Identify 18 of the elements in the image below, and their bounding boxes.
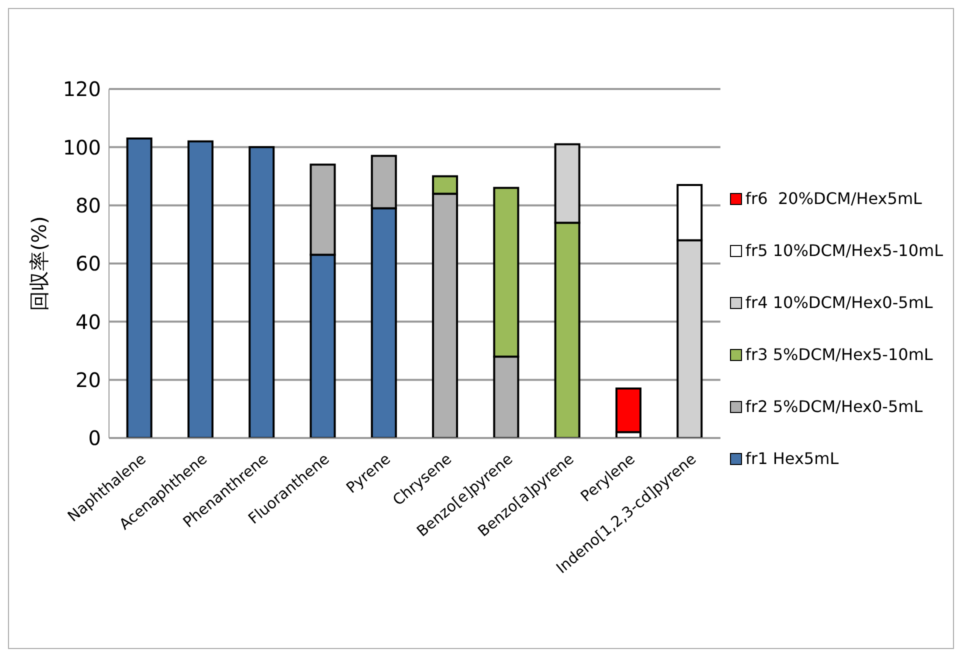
y-tick-label: 40: [76, 310, 101, 334]
legend-label: fr6 20%DCM/Hex5mL: [745, 189, 922, 208]
bar: [615, 388, 642, 434]
legend-label: fr4 10%DCM/Hex0-5mL: [745, 293, 933, 312]
y-tick-label: 20: [76, 368, 101, 392]
legend-label: fr2 5%DCM/Hex0-5mL: [745, 397, 923, 416]
y-axis-title: 回収率(%): [27, 216, 52, 311]
legend-label: fr5 10%DCM/Hex5-10mL: [745, 241, 943, 260]
y-tick-label: 60: [76, 252, 101, 276]
y-tick-label: 100: [62, 135, 101, 160]
y-tick-label: 120: [62, 77, 101, 102]
bar: [187, 140, 214, 438]
bar: [126, 137, 152, 438]
legend-label: fr1 Hex5mL: [745, 449, 839, 468]
y-tick-label: 80: [76, 193, 101, 218]
bar: [248, 146, 275, 438]
y-tick-label: 0: [88, 426, 101, 450]
legend-label: fr3 5%DCM/Hex5-10mL: [745, 345, 933, 364]
